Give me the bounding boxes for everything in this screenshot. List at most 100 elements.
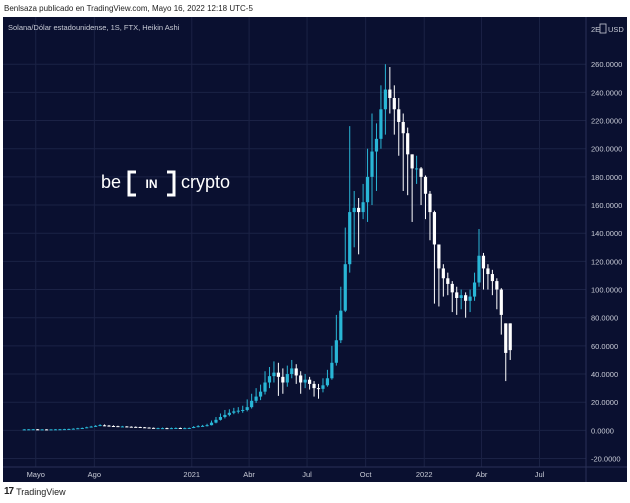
candle-body	[459, 295, 463, 298]
candle-body	[464, 295, 468, 301]
candle-body	[129, 426, 133, 428]
watermark-in: IN	[146, 177, 158, 191]
y-tick-label: 60.0000	[591, 342, 618, 351]
candle-body	[138, 427, 142, 429]
candle-body	[31, 429, 35, 431]
y-tick-label: 20.0000	[591, 398, 618, 407]
candle-body	[174, 427, 178, 429]
chart-title: Solana/Dólar estadounidense, 1S, FTX, He…	[8, 23, 180, 32]
candle-body	[267, 376, 272, 383]
candle-body	[134, 426, 138, 428]
candle-body	[94, 425, 98, 427]
candle-body	[303, 379, 307, 383]
x-tick-label: Jul	[302, 470, 312, 479]
candle-body	[316, 388, 321, 390]
candle-body	[160, 428, 165, 430]
y-tick-label: 100.0000	[591, 286, 622, 295]
candle-body	[58, 429, 62, 431]
footer: 17 TradingView	[4, 486, 66, 497]
y-tick-label: 260.0000	[591, 60, 622, 69]
candle-body	[62, 429, 67, 431]
x-tick-label: Abr	[476, 470, 488, 479]
candle-body	[406, 133, 410, 155]
candle-body	[151, 427, 156, 429]
candle-body	[67, 428, 71, 430]
x-tick-label: 2021	[183, 470, 200, 479]
y-tick-label: 220.0000	[591, 117, 622, 126]
chart-svg[interactable]: be IN crypto -20.0000 0.0000 20.0000 40.0000 60…	[3, 17, 627, 482]
y-tick-label: 240.0000	[591, 88, 622, 97]
y-tick-label: -20.0000	[591, 455, 621, 464]
watermark-brackets-icon	[127, 170, 176, 197]
candle-body	[437, 244, 441, 269]
candle-body	[272, 372, 276, 377]
x-tick-label: Mayo	[27, 470, 45, 479]
candle-body	[441, 268, 445, 279]
candle-body	[44, 429, 49, 431]
candle-body	[290, 368, 294, 375]
candle-body	[98, 425, 102, 427]
candle-body	[472, 282, 477, 297]
currency-label: USD	[608, 25, 624, 34]
candle-body	[281, 376, 285, 383]
candle-body	[294, 368, 298, 376]
y-tick-label: 80.0000	[591, 314, 618, 323]
candle-body	[477, 255, 481, 283]
candle-body	[343, 264, 347, 311]
x-tick-label: Jul	[535, 470, 545, 479]
candle-body	[495, 281, 499, 290]
candle-body	[143, 427, 147, 429]
candle-body	[27, 429, 31, 431]
x-tick-label: Ago	[88, 470, 101, 479]
candle-body	[258, 391, 263, 397]
candle-body	[468, 296, 472, 301]
candle-body	[187, 427, 191, 429]
candle-body	[481, 255, 486, 269]
candle-body	[308, 379, 312, 384]
candle-body	[455, 292, 459, 298]
y-tick-label: 120.0000	[591, 257, 622, 266]
candle-body	[428, 193, 432, 213]
candle-body	[348, 212, 352, 265]
candle-body	[232, 411, 236, 413]
candle-body	[392, 98, 396, 110]
watermark-be: be	[101, 172, 121, 192]
candle-body	[321, 385, 325, 389]
candle-body	[245, 407, 249, 410]
candle-body	[285, 374, 289, 383]
candle-body	[53, 429, 58, 431]
y-tick-label: 140.0000	[591, 229, 622, 238]
candle-body	[357, 207, 361, 213]
candle-body	[361, 202, 365, 213]
candle-body	[165, 428, 169, 430]
candle-body	[414, 168, 419, 170]
candle-body	[325, 378, 330, 386]
candle-body	[410, 154, 414, 169]
candle-body	[276, 372, 280, 377]
candle-body	[111, 426, 116, 428]
candle-body	[169, 428, 174, 430]
tradingview-logo-icon: 17	[4, 486, 14, 497]
candle-body	[508, 323, 512, 351]
chart-frame[interactable]: be IN crypto -20.0000 0.0000 20.0000 40.0000 60…	[3, 17, 627, 482]
currency-box-icon	[599, 23, 607, 34]
candle-body	[183, 428, 187, 430]
candle-body	[49, 429, 53, 431]
candle-body	[241, 409, 245, 411]
candle-body	[383, 89, 387, 110]
candle-body	[334, 340, 338, 363]
candle-body	[397, 109, 401, 122]
y-tick-label: 40.0000	[591, 370, 618, 379]
candle-body	[196, 426, 200, 428]
x-tick-label: 2022	[416, 470, 433, 479]
candle-body	[423, 176, 428, 194]
candle-body	[201, 425, 205, 427]
candle-body	[250, 400, 254, 408]
candle-body	[263, 382, 267, 392]
x-tick-label: Oct	[360, 470, 373, 479]
candle-body	[22, 429, 26, 431]
candle-body	[446, 278, 450, 284]
candle-body	[178, 427, 182, 429]
tradingview-brand[interactable]: TradingView	[16, 486, 66, 497]
candle-body	[205, 425, 209, 427]
